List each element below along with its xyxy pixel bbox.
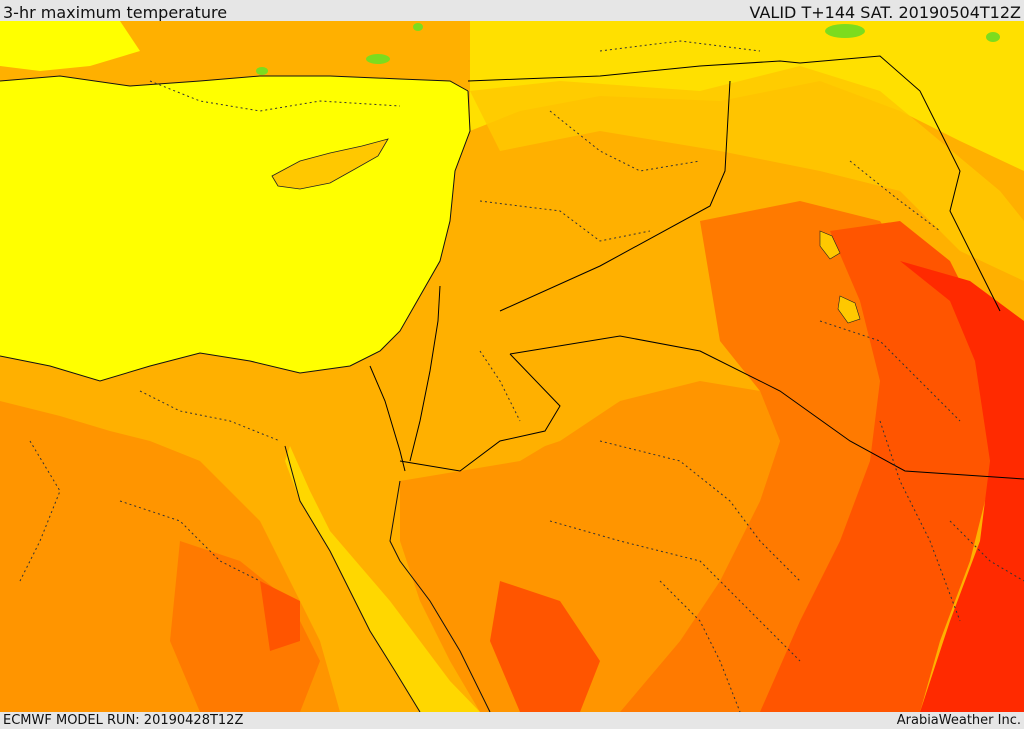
green-spot [366, 54, 390, 64]
syria-turkey-border [467, 60, 801, 82]
gulf-red-region [900, 261, 1024, 712]
tharthar-lake [819, 230, 841, 260]
arabia-red-sea-coastline [389, 480, 491, 712]
iraq-orange-red [760, 221, 990, 712]
temperature-map [0, 21, 1024, 712]
valid-time-label: VALID T+144 SAT. 20190504T12Z [749, 3, 1021, 22]
cyprus-island [271, 138, 389, 190]
turkey-coastline [0, 75, 469, 92]
south-red-region [490, 581, 600, 712]
credit-label: ArabiaWeather Inc. [896, 713, 1021, 728]
green-spot [986, 32, 1000, 42]
green-spot [825, 24, 865, 38]
green-spot [413, 23, 423, 31]
jordan-light-region [430, 321, 620, 461]
israel-jordan-border [409, 285, 441, 462]
jordan-saudi-border [399, 353, 561, 472]
egypt-red-patch [260, 581, 300, 651]
syria-iraq-border [499, 80, 731, 312]
egypt-light-band [130, 366, 400, 451]
iraq-saudi-border [509, 335, 1024, 480]
province-borders [19, 40, 1024, 712]
model-run-label: ECMWF MODEL RUN: 20190428T12Z [3, 713, 244, 728]
iraq-iran-border [799, 55, 1001, 312]
north-amber-band [470, 66, 1024, 281]
red-sea-coastline [284, 445, 421, 712]
razzaza-lake [837, 295, 861, 324]
egypt-israel-border [369, 365, 406, 472]
egypt-dark-patch [170, 541, 320, 712]
green-spot [256, 67, 268, 75]
map-title: 3-hr maximum temperature [3, 3, 228, 22]
aegean-yellow [0, 21, 140, 71]
mediterranean-coastline [0, 90, 471, 382]
